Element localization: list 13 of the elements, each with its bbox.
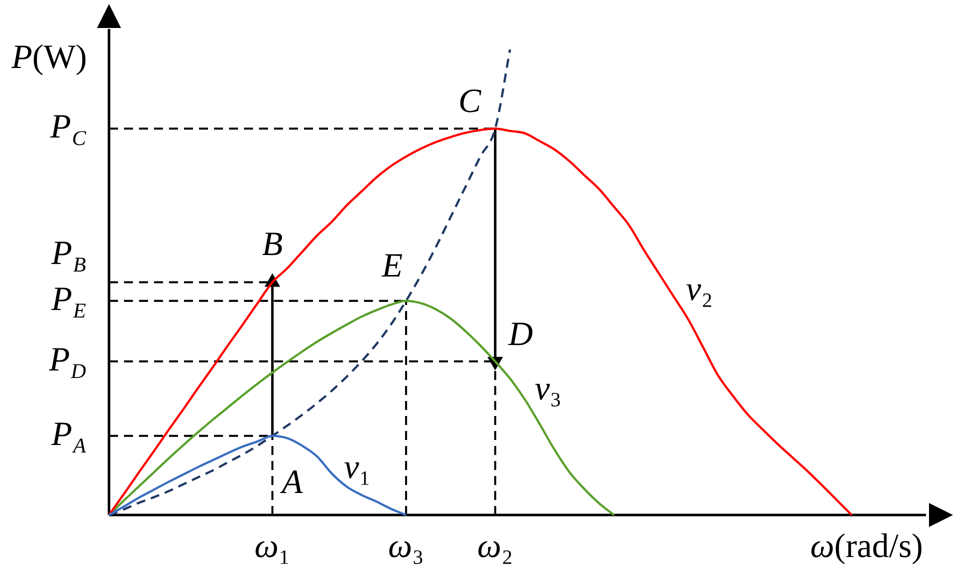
annotation: A bbox=[280, 464, 303, 501]
x-tick-label: ω₁ bbox=[254, 528, 290, 565]
annotation: C bbox=[458, 83, 482, 120]
y-axis-title: P(W) bbox=[10, 38, 88, 76]
series-label: v₂ bbox=[686, 270, 713, 308]
annotation: E bbox=[380, 248, 403, 285]
series-label: v₃ bbox=[534, 370, 562, 408]
series-label: v₁ bbox=[344, 449, 371, 486]
annotation: B bbox=[262, 226, 284, 264]
x-axis-title: ω(rad/s) bbox=[810, 528, 924, 565]
x-tick-label: ω₃ bbox=[388, 528, 424, 565]
annotation: D bbox=[507, 316, 534, 353]
x-tick-label: ω₂ bbox=[477, 528, 514, 565]
